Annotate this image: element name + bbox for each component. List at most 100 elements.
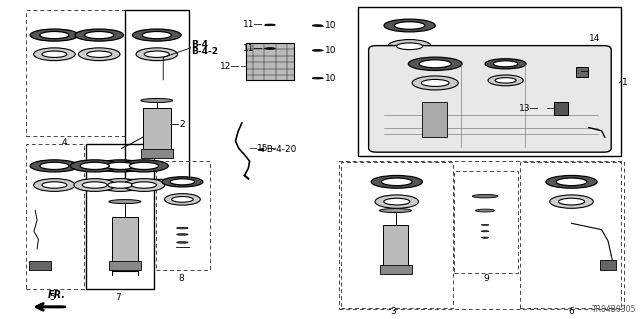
- Ellipse shape: [481, 224, 489, 226]
- Ellipse shape: [75, 29, 124, 41]
- Bar: [125, 10, 189, 179]
- Bar: [26, 144, 84, 289]
- Text: B-4-2: B-4-2: [191, 47, 218, 56]
- Text: 12—: 12—: [220, 62, 240, 71]
- Text: 6: 6: [569, 308, 574, 316]
- Ellipse shape: [87, 51, 112, 57]
- Ellipse shape: [142, 32, 172, 39]
- Ellipse shape: [40, 162, 69, 169]
- Bar: [141, 149, 173, 158]
- Ellipse shape: [472, 195, 498, 198]
- Ellipse shape: [34, 48, 76, 61]
- Ellipse shape: [123, 179, 165, 191]
- Ellipse shape: [476, 209, 495, 212]
- Text: 14: 14: [589, 34, 600, 43]
- Text: 11—: 11—: [243, 20, 264, 29]
- FancyArrowPatch shape: [36, 304, 63, 310]
- Ellipse shape: [394, 22, 425, 29]
- Ellipse shape: [312, 50, 323, 51]
- Ellipse shape: [375, 195, 419, 208]
- Ellipse shape: [559, 198, 584, 205]
- Bar: [358, 7, 621, 156]
- Text: ◄ B-4-20: ◄ B-4-20: [257, 145, 297, 154]
- Ellipse shape: [408, 57, 462, 70]
- Ellipse shape: [145, 51, 169, 57]
- Text: 9: 9: [484, 274, 489, 283]
- Ellipse shape: [177, 242, 188, 243]
- Ellipse shape: [380, 209, 412, 212]
- Bar: [520, 162, 621, 308]
- Ellipse shape: [129, 162, 159, 169]
- Ellipse shape: [132, 182, 156, 188]
- Ellipse shape: [132, 29, 181, 41]
- Ellipse shape: [84, 32, 114, 39]
- Ellipse shape: [265, 48, 275, 49]
- Ellipse shape: [412, 76, 458, 90]
- Bar: [143, 108, 171, 150]
- Bar: [246, 43, 294, 80]
- Ellipse shape: [488, 75, 524, 86]
- Ellipse shape: [136, 48, 178, 61]
- Ellipse shape: [550, 195, 593, 208]
- Bar: [26, 10, 125, 136]
- Ellipse shape: [74, 179, 115, 191]
- Ellipse shape: [42, 182, 67, 188]
- Ellipse shape: [177, 234, 188, 235]
- Ellipse shape: [34, 179, 76, 191]
- Ellipse shape: [265, 24, 275, 26]
- Ellipse shape: [556, 178, 587, 186]
- Ellipse shape: [42, 51, 67, 57]
- Ellipse shape: [419, 60, 451, 68]
- Bar: [86, 144, 154, 289]
- Ellipse shape: [30, 29, 79, 41]
- Bar: [112, 217, 138, 262]
- Ellipse shape: [109, 200, 141, 204]
- Bar: [29, 261, 51, 270]
- Bar: [454, 171, 518, 273]
- Text: 3: 3: [391, 307, 396, 316]
- Ellipse shape: [120, 160, 168, 172]
- Ellipse shape: [495, 78, 516, 83]
- Ellipse shape: [40, 32, 69, 39]
- Ellipse shape: [481, 231, 489, 232]
- Text: 15—: 15—: [257, 144, 278, 153]
- Ellipse shape: [141, 99, 173, 102]
- Ellipse shape: [106, 162, 135, 169]
- Ellipse shape: [546, 175, 597, 188]
- Ellipse shape: [172, 197, 193, 202]
- Bar: [341, 162, 453, 308]
- Bar: [380, 265, 412, 274]
- Ellipse shape: [170, 179, 195, 185]
- Text: TR04B0305: TR04B0305: [593, 305, 637, 314]
- Ellipse shape: [70, 160, 119, 172]
- Ellipse shape: [312, 78, 323, 79]
- Ellipse shape: [384, 19, 435, 32]
- Ellipse shape: [30, 160, 79, 172]
- Text: 10: 10: [324, 21, 336, 30]
- Ellipse shape: [162, 177, 203, 187]
- Ellipse shape: [493, 61, 518, 67]
- Ellipse shape: [481, 237, 489, 238]
- Ellipse shape: [388, 40, 431, 53]
- Ellipse shape: [384, 198, 410, 205]
- Ellipse shape: [421, 79, 449, 86]
- Ellipse shape: [312, 25, 323, 26]
- Text: 7: 7: [116, 293, 121, 302]
- Text: 13—: 13—: [519, 104, 540, 113]
- Ellipse shape: [177, 227, 188, 229]
- Text: 10: 10: [324, 74, 336, 83]
- Bar: [383, 225, 408, 266]
- Bar: [600, 260, 616, 270]
- FancyBboxPatch shape: [369, 46, 611, 152]
- Ellipse shape: [79, 48, 120, 61]
- Ellipse shape: [82, 182, 108, 188]
- Ellipse shape: [485, 59, 526, 69]
- Bar: [554, 102, 568, 115]
- Ellipse shape: [96, 160, 145, 172]
- Text: 11—: 11—: [243, 44, 264, 53]
- Ellipse shape: [108, 182, 133, 188]
- Ellipse shape: [100, 179, 141, 191]
- Ellipse shape: [164, 194, 200, 205]
- Text: 5: 5: [50, 293, 55, 302]
- Text: FR.: FR.: [47, 290, 65, 300]
